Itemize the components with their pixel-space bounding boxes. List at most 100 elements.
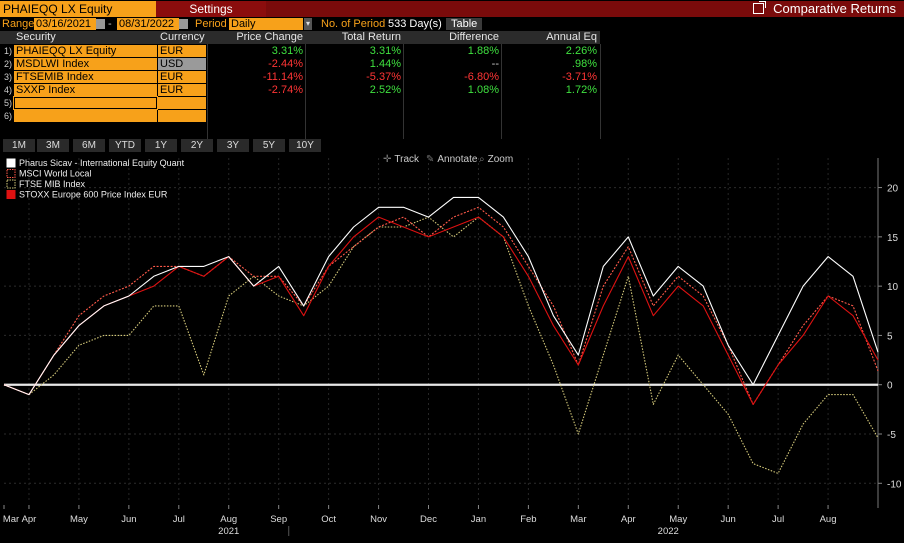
x-tick-label: Mar [570, 514, 586, 525]
period-2y-button[interactable]: 2Y [181, 139, 213, 152]
col-currency[interactable]: Currency [160, 31, 205, 43]
series-line [3, 216, 879, 474]
period-3m-button[interactable]: 3M [37, 139, 69, 152]
grid-line [403, 44, 404, 139]
security-cell[interactable]: SXXP Index [14, 84, 157, 96]
table-button[interactable]: Table [446, 18, 483, 30]
table-row[interactable]: 1) PHAIEQQ LX Equity EUR 3.31% 3.31% 1.8… [0, 45, 600, 58]
track-label: Track [394, 154, 420, 165]
export-icon[interactable] [753, 1, 767, 14]
ticker-field[interactable]: PHAIEQQ LX Equity [0, 1, 156, 17]
row-index: 4) [4, 85, 13, 95]
end-date-field[interactable]: 08/31/2022 [117, 18, 179, 30]
security-cell[interactable]: PHAIEQQ LX Equity [14, 45, 157, 57]
x-tick-label: Jul [173, 514, 185, 525]
security-cell[interactable]: MSDLWI Index [14, 58, 157, 70]
chevron-down-icon[interactable]: ▾ [304, 18, 312, 30]
difference-value: -- [491, 58, 499, 70]
annotate-tool[interactable]: ✎ Annotate [426, 154, 477, 166]
series-line [3, 206, 879, 405]
x-tick-label: Feb [520, 514, 536, 525]
x-tick-label: May [669, 514, 687, 525]
grid-line [600, 44, 601, 139]
annual-eq-value: .98% [571, 58, 597, 70]
zoom-tool[interactable]: ⌕ Zoom [479, 154, 513, 166]
settings-tab[interactable]: Settings [156, 1, 266, 17]
x-tick-label: Apr [621, 514, 636, 525]
x-tick-label: May [70, 514, 88, 525]
currency-cell[interactable]: EUR [158, 84, 206, 96]
period-1m-button[interactable]: 1M [3, 139, 35, 152]
price-change-value: -2.74% [268, 84, 303, 96]
num-period-label: No. of Period [321, 18, 386, 30]
period-10y-button[interactable]: 10Y [289, 139, 321, 152]
table-row[interactable]: 3) FTSEMIB Index EUR -11.14% -5.37% -6.8… [0, 71, 600, 84]
legend-swatch [6, 158, 16, 168]
x-tick-label: Aug [820, 514, 837, 525]
num-period-value[interactable]: 533 Day(s) [388, 18, 442, 30]
col-difference[interactable]: Difference [449, 31, 499, 43]
legend-label: FTSE MIB Index [19, 179, 86, 189]
period-3y-button[interactable]: 3Y [217, 139, 249, 152]
legend-swatch [6, 169, 16, 178]
calendar-icon[interactable] [179, 19, 188, 29]
title-bar [266, 1, 904, 17]
col-total-return[interactable]: Total Return [341, 31, 401, 43]
price-change-value: -11.14% [262, 71, 303, 83]
currency-cell[interactable] [158, 97, 206, 109]
y-tick-label: 0 [887, 381, 893, 392]
top-bar: PHAIEQQ LX Equity Settings Comparative R… [0, 0, 904, 17]
range-dash: - [108, 18, 112, 30]
annual-eq-value: 2.26% [565, 45, 597, 57]
x-tick-label: Sep [270, 514, 287, 525]
legend-label: Pharus Sicav - International Equity Quan… [19, 158, 185, 168]
price-change-value: 3.31% [271, 45, 303, 57]
currency-cell[interactable]: USD [158, 58, 206, 70]
table-row[interactable]: 6) [0, 110, 600, 123]
total-return-value: 2.52% [369, 84, 401, 96]
col-security[interactable]: Security [16, 31, 56, 43]
grid-line [207, 44, 208, 139]
difference-value: -6.80% [464, 71, 499, 83]
x-tick-label: Nov [370, 514, 387, 525]
table-row[interactable]: 4) SXXP Index EUR -2.74% 2.52% 1.08% 1.7… [0, 84, 600, 97]
x-tick-label: Jan [471, 514, 486, 525]
total-return-value: -5.37% [366, 71, 401, 83]
x-tick-label: Mar [3, 514, 19, 525]
col-annual-eq[interactable]: Annual Eq [546, 31, 597, 43]
row-index: 3) [4, 72, 13, 82]
security-cell[interactable]: FTSEMIB Index [14, 71, 157, 83]
table-row[interactable]: 5) [0, 96, 600, 110]
y-tick-label: -5 [887, 430, 896, 441]
x-tick-label: Jul [772, 514, 784, 525]
range-label: Range [2, 18, 35, 30]
period-select[interactable]: Daily [229, 18, 303, 30]
comparative-returns-chart[interactable]: 20 15 10 5 0 -5 -10 Mar Apr May Jun Jul Aug Sep Oct Nov… [0, 153, 904, 540]
magnifier-icon: ⌕ [479, 154, 485, 165]
crosshair-icon: ✛ [383, 154, 392, 165]
x-tick-label: Aug [220, 514, 237, 525]
x-tick-label: Oct [321, 514, 336, 525]
start-date-field[interactable]: 03/16/2021 [34, 18, 96, 30]
period-5y-button[interactable]: 5Y [253, 139, 285, 152]
legend-swatch [6, 190, 16, 199]
security-input[interactable] [13, 96, 158, 110]
period-ytd-button[interactable]: YTD [109, 139, 141, 152]
currency-cell[interactable]: EUR [158, 45, 206, 57]
track-tool[interactable]: ✛ Track [383, 154, 419, 166]
security-cell[interactable] [14, 110, 157, 122]
x-year-label: 2021 [218, 526, 239, 537]
period-6m-button[interactable]: 6M [73, 139, 105, 152]
currency-cell[interactable] [158, 110, 206, 122]
comparative-returns-title[interactable]: Comparative Returns [753, 1, 896, 17]
table-row[interactable]: 2) MSDLWI Index USD -2.44% 1.44% -- .98% [0, 58, 600, 71]
pencil-icon: ✎ [426, 154, 435, 165]
x-tick-label: Jun [721, 514, 736, 525]
calendar-icon[interactable] [96, 19, 105, 29]
col-price-change[interactable]: Price Change [236, 31, 303, 43]
row-index: 6) [4, 111, 13, 121]
currency-cell[interactable]: EUR [158, 71, 206, 83]
x-tick-label: Dec [420, 514, 437, 525]
period-1y-button[interactable]: 1Y [145, 139, 177, 152]
